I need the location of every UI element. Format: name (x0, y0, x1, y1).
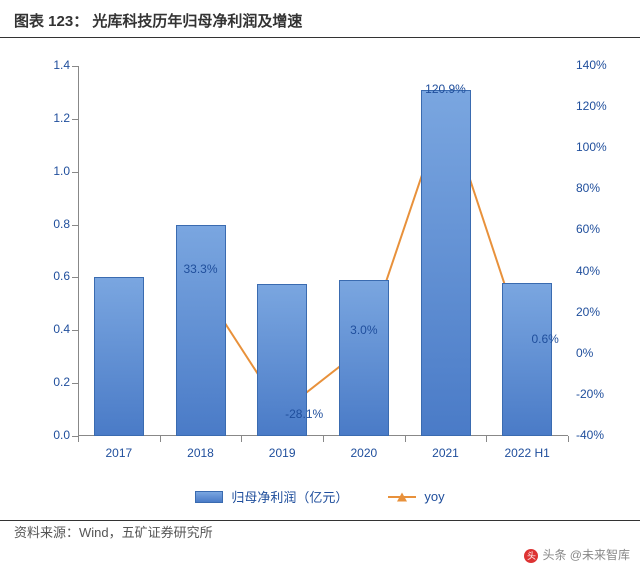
plot-area (78, 66, 568, 436)
x-tick (323, 436, 324, 442)
watermark: 头头条 @未来智库 (524, 546, 630, 563)
bar (502, 283, 552, 436)
legend-item-line: yoy (388, 489, 444, 504)
legend-bar-label: 归母净利润（亿元） (231, 487, 348, 506)
x-tick-label: 2018 (187, 446, 214, 460)
bar (339, 280, 389, 436)
y1-tick (72, 330, 78, 331)
y2-tick-label: 120% (576, 99, 626, 113)
watermark-text: 头条 @未来智库 (542, 548, 630, 562)
y1-tick-label: 0.0 (30, 428, 70, 442)
y1-tick (72, 225, 78, 226)
line-data-label: 120.9% (425, 82, 466, 96)
x-tick (241, 436, 242, 442)
y2-tick-label: 140% (576, 58, 626, 72)
y2-tick-label: 80% (576, 181, 626, 195)
bar (176, 225, 226, 436)
bar (94, 277, 144, 436)
x-tick-label: 2021 (432, 446, 459, 460)
legend-bar-swatch (195, 491, 223, 503)
y2-tick-label: 100% (576, 140, 626, 154)
y1-tick (72, 119, 78, 120)
x-tick (160, 436, 161, 442)
y1-tick-label: 0.8 (30, 217, 70, 231)
y1-tick-label: 0.4 (30, 322, 70, 336)
y2-tick-label: -20% (576, 387, 626, 401)
y1-tick (72, 172, 78, 173)
x-tick (568, 436, 569, 442)
y2-tick-label: 40% (576, 264, 626, 278)
y2-tick-label: 0% (576, 346, 626, 360)
y1-tick (72, 383, 78, 384)
y1-tick-label: 0.2 (30, 375, 70, 389)
line-data-label: 33.3% (183, 262, 217, 276)
y1-tick-label: 1.4 (30, 58, 70, 72)
y1-tick (72, 277, 78, 278)
x-tick-label: 2020 (350, 446, 377, 460)
line-data-label: -28.1% (285, 407, 323, 421)
x-tick (78, 436, 79, 442)
legend-line-swatch (388, 496, 416, 498)
watermark-logo: 头 (524, 549, 538, 563)
legend: 归母净利润（亿元） yoy (0, 487, 640, 506)
line-data-label: 3.0% (350, 323, 377, 337)
y1-tick-label: 1.2 (30, 111, 70, 125)
legend-item-bar: 归母净利润（亿元） (195, 487, 348, 506)
chart-title: 图表 123： 光库科技历年归母净利润及增速 (0, 0, 640, 37)
x-tick (405, 436, 406, 442)
x-tick (486, 436, 487, 442)
y2-tick-label: 60% (576, 222, 626, 236)
y1-tick-label: 0.6 (30, 269, 70, 283)
legend-line-label: yoy (424, 489, 444, 504)
y2-tick-label: 20% (576, 305, 626, 319)
source-text: 资料来源：Wind，五矿证券研究所 (0, 518, 227, 541)
y1-tick (72, 66, 78, 67)
y2-tick-label: -40% (576, 428, 626, 442)
x-tick-label: 2022 H1 (504, 446, 549, 460)
divider-top (0, 37, 640, 38)
chart-container: 归母净利润（亿元） yoy 0.0 0.2 0.4 0.6 0.8 1.0 1.2 1.4 -4… (0, 42, 640, 512)
bar (421, 90, 471, 436)
y1-tick-label: 1.0 (30, 164, 70, 178)
x-tick-label: 2017 (105, 446, 132, 460)
line-data-label: 0.6% (531, 332, 558, 346)
x-tick-label: 2019 (269, 446, 296, 460)
